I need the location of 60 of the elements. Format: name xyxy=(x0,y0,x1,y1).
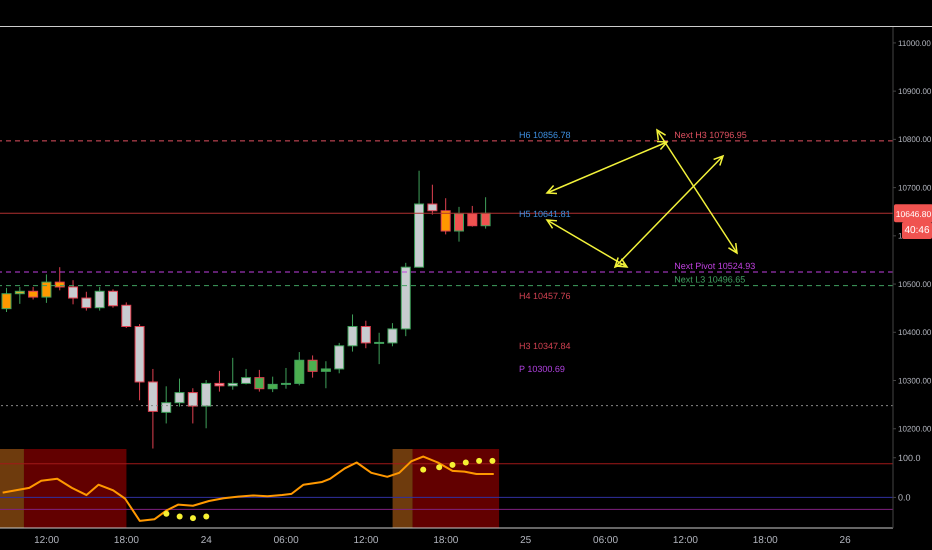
ref-line-label: Next Pivot 10524.93 xyxy=(674,261,756,272)
annotation: H6 10856.78 xyxy=(519,130,571,140)
candlestick xyxy=(28,286,38,300)
y-tick-label: 10400.00 xyxy=(898,328,932,338)
y-tick-label: 0.0 xyxy=(898,492,911,503)
x-tick-label: 25 xyxy=(520,535,532,546)
y-tick-label: 11000.00 xyxy=(898,38,932,48)
y-tick-label: 10200.00 xyxy=(898,424,932,434)
y-tick-label: 100.0 xyxy=(898,452,921,463)
ref-line-label: 10646.80 xyxy=(896,208,932,219)
x-tick-label: 18:00 xyxy=(433,535,459,546)
annotation: H4 10457.76 xyxy=(519,291,571,301)
candlestick xyxy=(241,368,252,385)
candlestick xyxy=(467,205,478,228)
candlestick xyxy=(81,291,92,312)
x-tick-label: 12:00 xyxy=(353,535,379,546)
candlestick xyxy=(214,370,224,392)
annotation: H3 10347.84 xyxy=(519,341,571,351)
x-tick-label: 24 xyxy=(200,535,212,546)
candlestick xyxy=(348,314,358,352)
candlestick xyxy=(440,198,451,235)
candlestick xyxy=(280,367,291,390)
candlestick xyxy=(68,280,78,305)
candlestick xyxy=(308,354,318,378)
candlestick xyxy=(2,287,12,313)
x-tick-label: 12:00 xyxy=(672,535,698,546)
candlestick xyxy=(188,388,198,424)
y-tick-label: 10700.00 xyxy=(898,183,932,192)
x-tick-label: 18:00 xyxy=(752,535,778,546)
ref-line-label: Next H3 10796.95 xyxy=(674,130,747,140)
candlestick xyxy=(161,386,172,424)
candlestick xyxy=(480,196,491,230)
text: 40:46 xyxy=(902,222,932,240)
y-tick-label: 10500.00 xyxy=(898,280,932,289)
x-tick-label: 12:00 xyxy=(34,535,60,546)
candlestick xyxy=(360,320,371,349)
candlestick xyxy=(228,357,238,390)
candlestick xyxy=(294,352,304,386)
ref-line-label: Next L3 10496.65 xyxy=(674,274,746,285)
y-tick-label: 10900.00 xyxy=(898,86,932,96)
candlestick xyxy=(334,342,344,374)
y-tick-label: 10300.00 xyxy=(898,376,932,386)
y-tick-label: 10800.00 xyxy=(898,135,932,144)
candlestick xyxy=(268,376,278,393)
x-tick-label: 26 xyxy=(840,535,852,546)
candlestick xyxy=(121,302,132,328)
x-tick-label: 06:00 xyxy=(274,535,300,546)
candlestick xyxy=(108,288,118,308)
candlestick xyxy=(320,360,331,389)
x-tick-label: 18:00 xyxy=(114,535,140,546)
annotation: P 10300.69 xyxy=(519,364,565,374)
candlestick xyxy=(387,322,398,347)
candlestick xyxy=(374,332,384,365)
candlestick xyxy=(454,206,464,242)
candlestick xyxy=(174,378,185,408)
candlestick xyxy=(201,380,212,429)
candlestick xyxy=(427,184,438,216)
x-tick-label: 06:00 xyxy=(593,535,618,546)
candlestick xyxy=(54,266,65,291)
candlestick xyxy=(254,369,264,392)
